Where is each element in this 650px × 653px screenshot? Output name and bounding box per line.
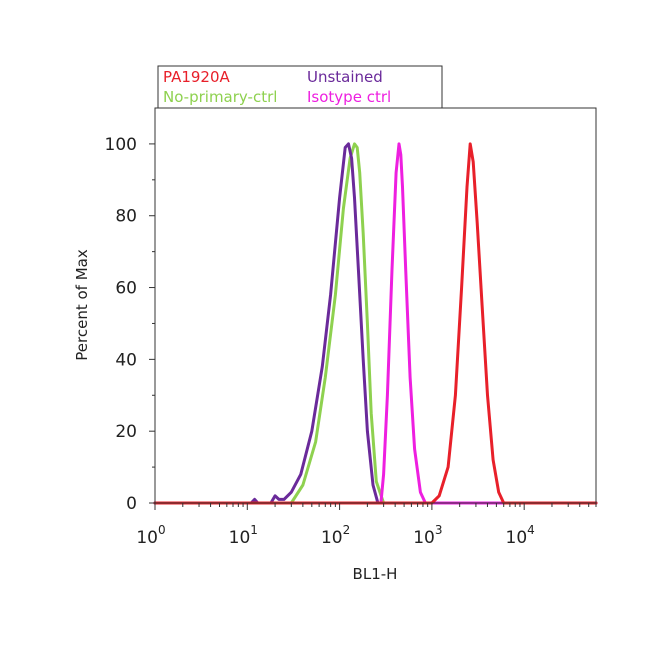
ticks-layer: 0 20 40 60 80 100 100 101 102 103 104	[105, 135, 597, 548]
series-layer	[153, 142, 598, 505]
legend-box	[157, 65, 443, 109]
legend-item-isotype-ctrl: Isotype ctrl	[307, 88, 391, 106]
x-tick-label: 100	[136, 523, 165, 548]
series-line-no-primary-ctrl	[153, 142, 598, 505]
y-tick-label: 20	[115, 422, 137, 442]
x-tick-label: 104	[506, 523, 535, 548]
x-tick-label: 101	[229, 523, 258, 548]
x-axis-label: BL1-H	[353, 565, 398, 583]
legend-item-pa1920a: PA1920A	[163, 68, 231, 86]
plot-frame	[154, 107, 597, 504]
legend-item-no-primary-ctrl: No-primary-ctrl	[163, 88, 277, 106]
x-tick-label: 103	[413, 523, 442, 548]
y-tick-label: 40	[115, 350, 137, 370]
legend: PA1920A Unstained No-primary-ctrl Isotype c…	[157, 65, 443, 109]
legend-item-unstained: Unstained	[307, 68, 383, 86]
series-line-unstained	[153, 142, 598, 505]
series-line-pa1920a	[153, 142, 598, 505]
x-tick-label: 102	[321, 523, 350, 548]
y-tick-label: 60	[115, 279, 137, 299]
y-tick-label: 100	[105, 135, 137, 155]
y-tick-label: 0	[126, 494, 137, 514]
y-tick-label: 80	[115, 207, 137, 227]
series-line-isotype-ctrl	[153, 142, 598, 505]
y-axis-label: Percent of Max	[73, 249, 91, 361]
